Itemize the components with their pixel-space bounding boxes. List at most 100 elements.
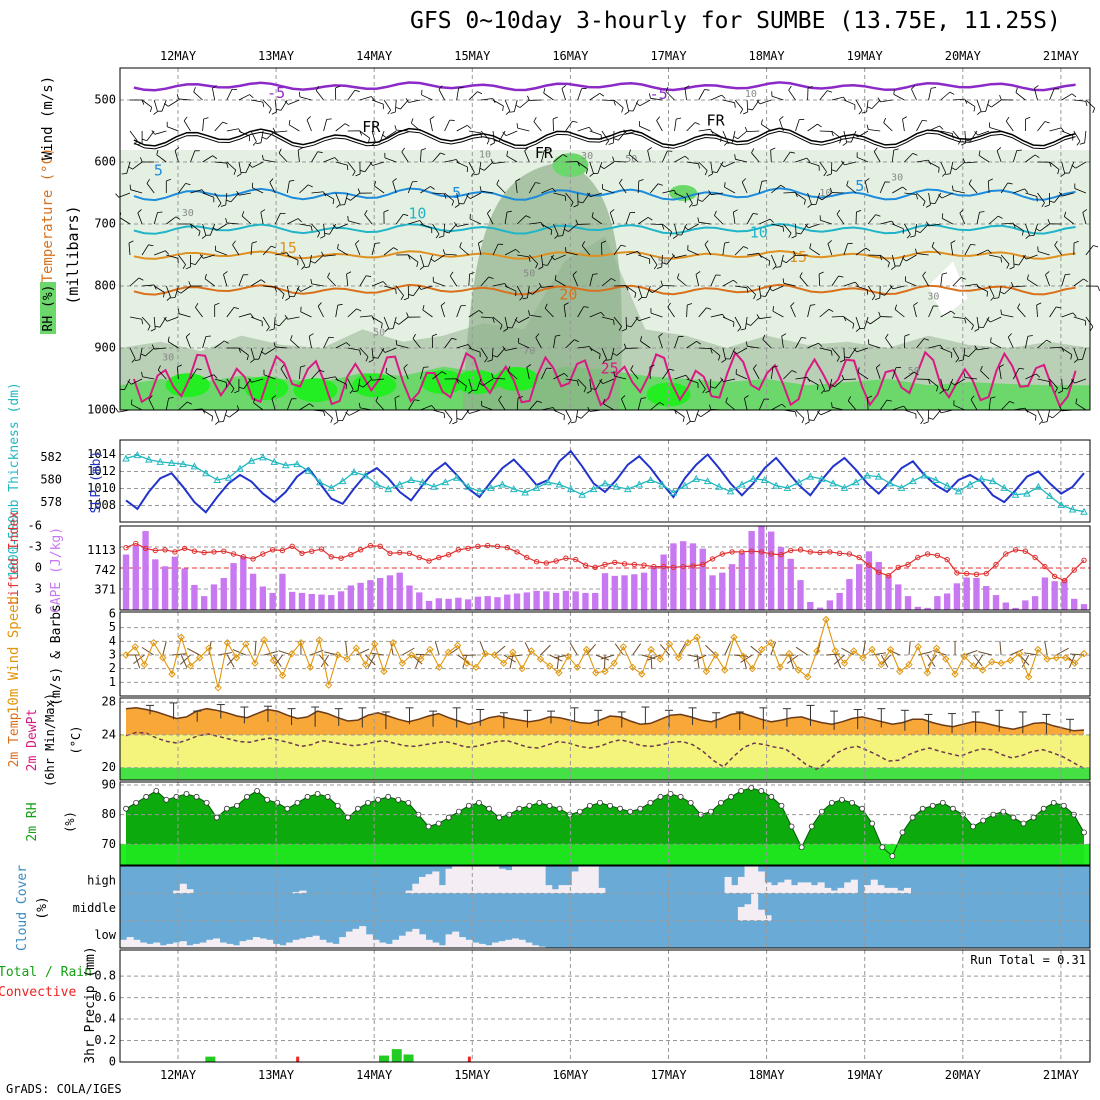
- wind-barb: [408, 99, 421, 103]
- wind-speed-marker: [195, 654, 204, 662]
- wind-barb: [553, 223, 559, 236]
- wind-barb: [1082, 347, 1087, 360]
- wind-barb: [916, 192, 926, 202]
- wind-barb: [428, 254, 433, 267]
- wind-barb-flag: [226, 162, 229, 168]
- wind-barb: [377, 347, 385, 359]
- wind-barb-flag: [1047, 218, 1051, 224]
- wind-barb: [662, 189, 675, 194]
- wind-barb-flag: [274, 323, 280, 327]
- wind-barb: [867, 397, 869, 411]
- wind-barb-flag: [791, 370, 797, 373]
- li-marker: [572, 556, 579, 563]
- wind-barb: [463, 192, 470, 205]
- wind-barb-flag: [174, 147, 180, 151]
- cloud-bar-low: [359, 926, 367, 948]
- cloud-bar-high: [810, 885, 819, 894]
- rain-bar: [205, 1056, 216, 1062]
- wind-barb-flag: [358, 384, 364, 388]
- wind-barb-flag: [959, 209, 964, 214]
- wind-barb-flag: [506, 150, 508, 157]
- wind-barb: [1049, 306, 1057, 318]
- wind-barb-flag: [710, 348, 713, 354]
- wind-barb: [976, 212, 980, 225]
- wind-barb: [771, 95, 784, 101]
- wind-barb-flag: [883, 117, 886, 123]
- wind-barb: [493, 161, 506, 164]
- wind-barb: [323, 409, 333, 419]
- wind-barb: [299, 367, 301, 380]
- wind-barb: [202, 374, 214, 380]
- cloud-axis-label: Cloud Cover: [15, 865, 30, 951]
- wind-barb-flag: [131, 358, 136, 363]
- li-marker: [484, 542, 491, 549]
- wind-barb: [131, 404, 143, 411]
- wind-barb: [625, 212, 631, 225]
- wind-barb: [649, 183, 659, 194]
- li-marker: [778, 552, 784, 558]
- cape-bar: [269, 592, 276, 610]
- wind-barb: [575, 409, 579, 422]
- thickness-marker: [612, 482, 621, 490]
- wind-barb: [129, 347, 136, 359]
- wind-barb-flag: [939, 125, 944, 130]
- wind-barb-flag: [988, 178, 993, 182]
- wind-barb: [996, 150, 1002, 163]
- wind-barb: [415, 653, 431, 656]
- wind-barb: [287, 218, 299, 225]
- thickness-marker: [395, 480, 404, 488]
- wind-barb-flag: [324, 233, 330, 235]
- wind-barb: [710, 192, 723, 196]
- rh-blob: [293, 378, 338, 403]
- wind-barb: [843, 243, 848, 256]
- wind-barb: [202, 336, 207, 349]
- wind-barb: [783, 223, 792, 234]
- li-marker: [660, 563, 667, 570]
- rh-contour-label: 10: [745, 89, 757, 100]
- wind-barb: [722, 279, 734, 287]
- wind-barb: [374, 185, 385, 194]
- wind-barb-flag: [791, 235, 797, 239]
- wind-barb: [1037, 409, 1043, 422]
- cape-bar: [787, 558, 794, 610]
- cloud-bar-high: [498, 868, 506, 894]
- wind-barb: [492, 243, 499, 256]
- wind-barb-flag: [185, 333, 191, 338]
- wind-barb-flag: [309, 403, 314, 407]
- li-marker: [1003, 551, 1009, 557]
- wind-barb-flag: [658, 333, 663, 337]
- li-marker: [279, 547, 286, 554]
- wind-barb-flag: [1049, 162, 1052, 168]
- wind-barb-flag: [480, 132, 483, 138]
- wind-barb: [647, 150, 651, 163]
- wind-barb-flag: [684, 226, 689, 231]
- wind-barb-flag: [775, 266, 781, 268]
- wind-barb-flag: [801, 337, 807, 339]
- wind-barb: [407, 399, 415, 411]
- wind-barb-flag: [383, 209, 389, 213]
- wind-barb-flag: [648, 93, 651, 99]
- wind-barb-flag: [949, 91, 955, 95]
- wind-speed-marker: [251, 659, 259, 667]
- wind-barb: [843, 281, 856, 287]
- wind-barb-flag: [140, 157, 143, 163]
- rh-blob: [494, 367, 539, 391]
- wind-barb: [511, 316, 518, 329]
- wind-barb-flag: [573, 204, 579, 208]
- wind-barb-flag: [1000, 257, 1003, 263]
- wind-barb-flag: [611, 278, 616, 282]
- wind-barb: [481, 190, 494, 194]
- wind-barb-flag: [808, 419, 814, 421]
- wind-barb: [1049, 378, 1058, 389]
- wind-barb-flag: [659, 402, 665, 406]
- wind-barb-flag: [725, 397, 728, 403]
- wind-barb-flag: [268, 108, 272, 114]
- wind-barb-flag: [922, 120, 928, 122]
- wind-barb-flag: [925, 204, 931, 208]
- wind-barb-flag: [151, 130, 156, 135]
- wind-barb: [855, 247, 867, 256]
- li-marker: [866, 562, 872, 568]
- wind-barb-flag: [479, 186, 482, 192]
- wind-barb: [941, 192, 953, 199]
